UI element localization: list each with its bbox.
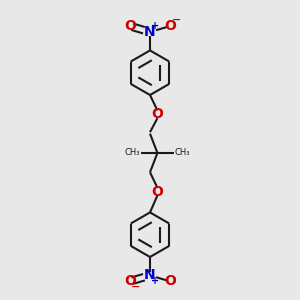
Text: +: +: [151, 276, 159, 286]
Text: N: N: [144, 268, 156, 282]
Text: +: +: [151, 21, 159, 31]
Text: O: O: [164, 274, 176, 288]
Text: O: O: [152, 184, 164, 199]
Text: −: −: [172, 15, 182, 25]
Text: O: O: [164, 19, 176, 33]
Text: CH₃: CH₃: [175, 148, 190, 158]
Text: N: N: [144, 25, 156, 39]
Text: O: O: [152, 107, 164, 121]
Text: O: O: [124, 19, 136, 33]
Text: O: O: [124, 274, 136, 288]
Text: CH₃: CH₃: [124, 148, 140, 158]
Text: −: −: [130, 282, 140, 292]
